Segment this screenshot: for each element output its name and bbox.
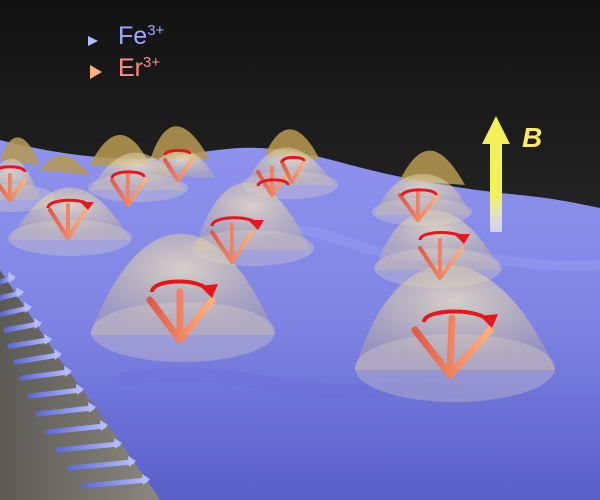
legend-er-charge: 3+ <box>143 54 161 71</box>
surface-ripple <box>118 367 600 410</box>
legend-fe-charge: 3+ <box>147 22 165 39</box>
legend-er-label: Er3+ <box>118 54 161 82</box>
magnetic-field-label: B <box>522 122 543 153</box>
legend-er-symbol: Er <box>118 54 143 82</box>
legend-fe-arrow-icon <box>60 36 98 46</box>
magnetic-field-arrow <box>482 116 510 232</box>
er-spin-clusters <box>0 158 494 379</box>
legend-er-arrow-icon <box>60 65 102 79</box>
fe-arrowheads <box>8 272 150 485</box>
rotation-arrowheads <box>80 202 498 328</box>
fe-spin-arrows <box>0 275 149 489</box>
legend-fe-symbol: Fe <box>118 22 148 50</box>
legend-fe-label: Fe3+ <box>118 22 165 50</box>
